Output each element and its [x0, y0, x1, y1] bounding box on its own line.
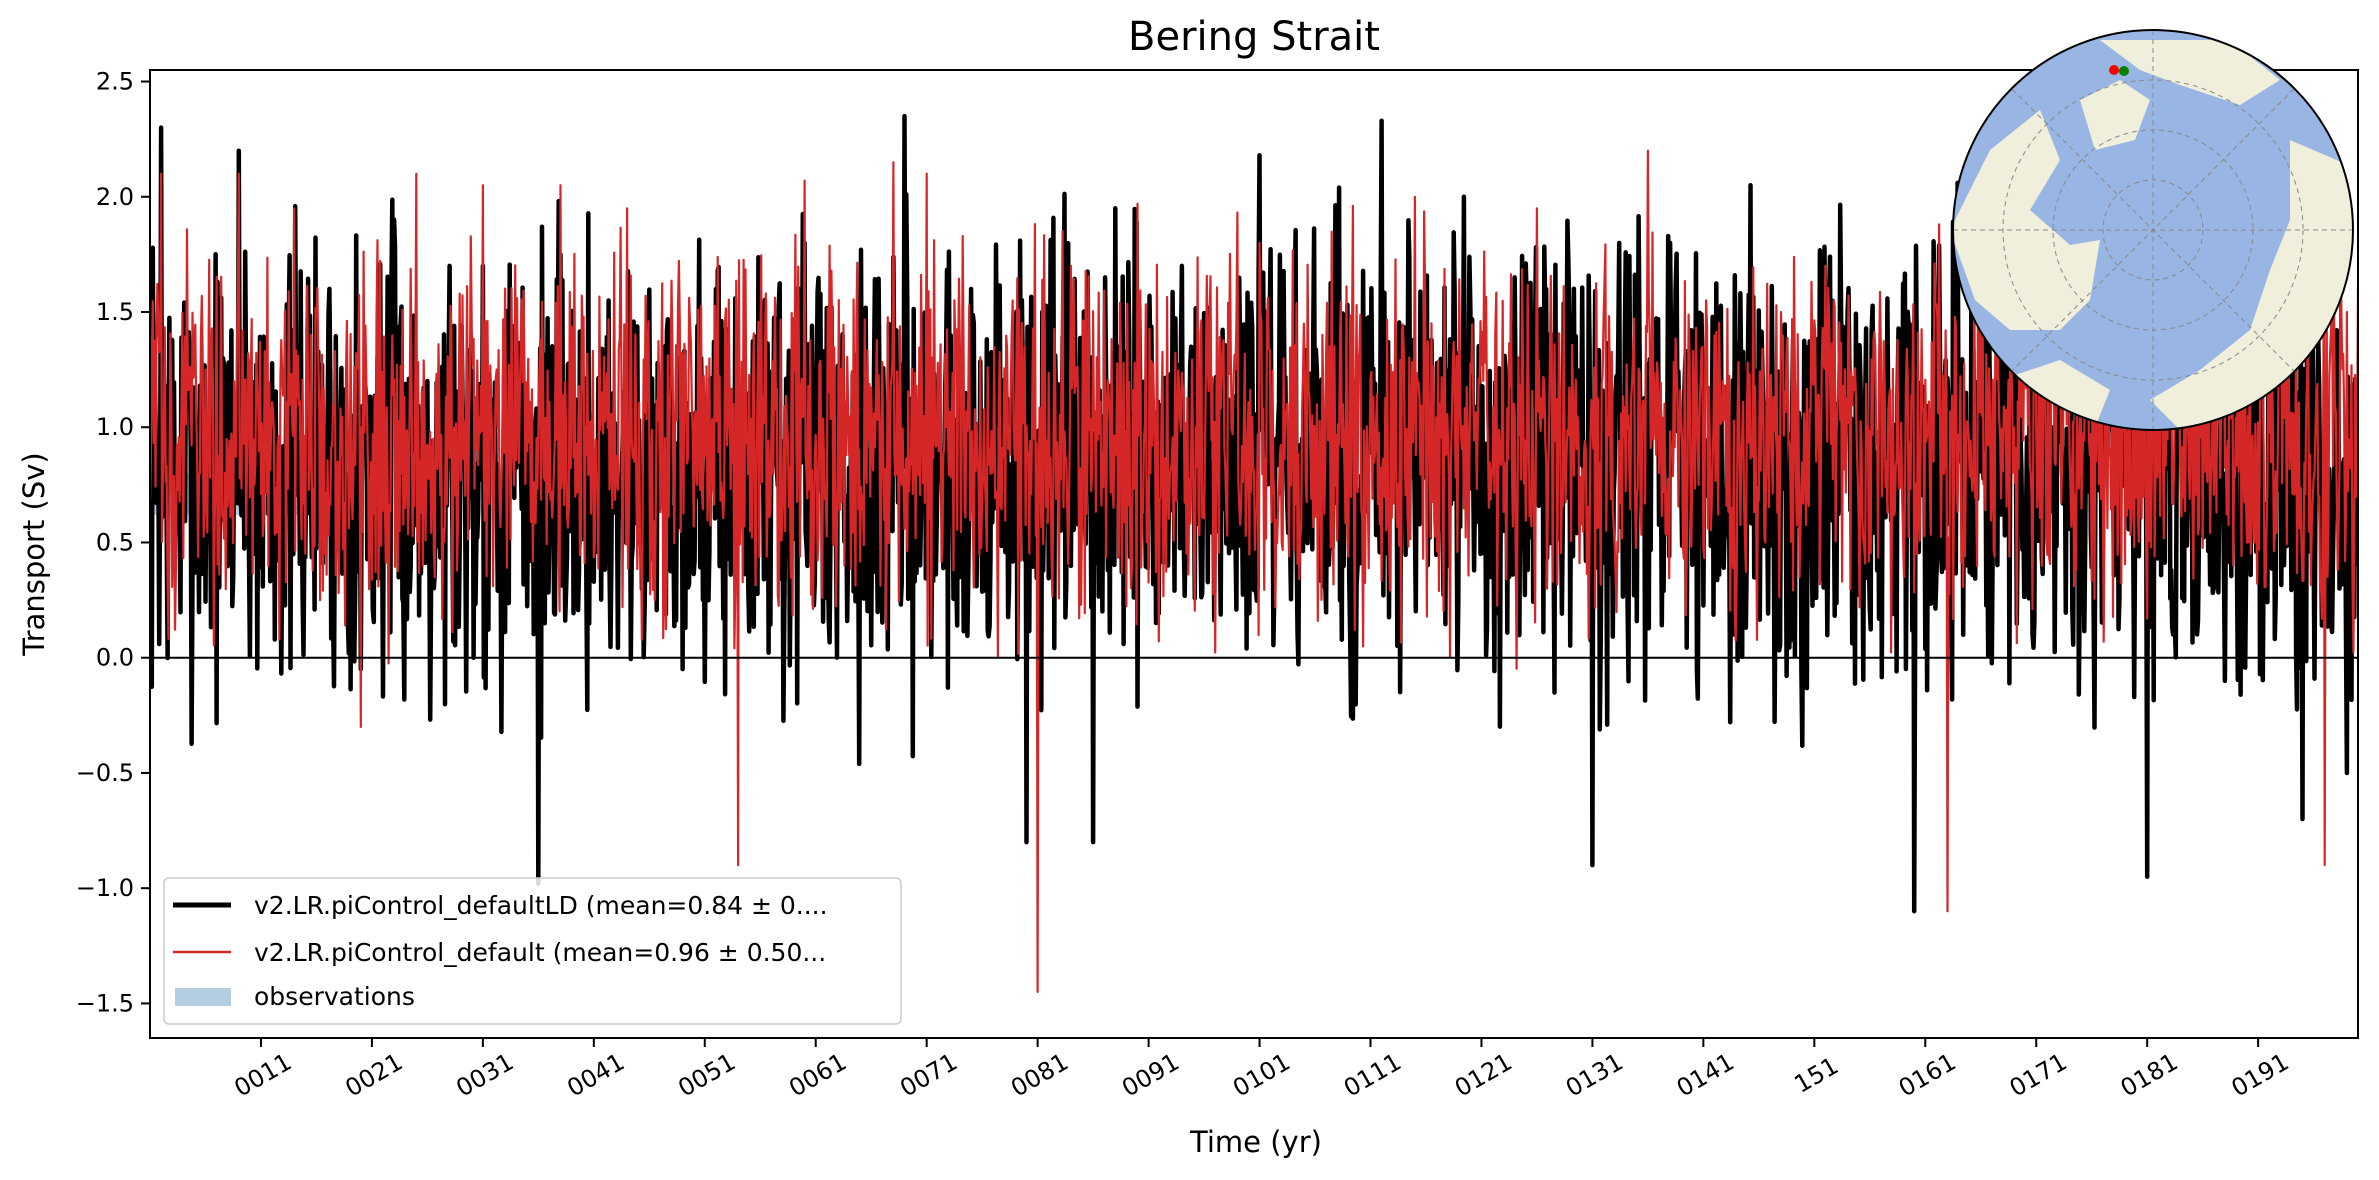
x-tick-label: 0021: [340, 1048, 407, 1103]
x-tick-label: 0091: [1117, 1048, 1184, 1103]
x-axis: 0011 0021 0031 0041 0051 0061 0071 0081 0091 0101…: [230, 1038, 2294, 1102]
map-border: [1952, 29, 2354, 431]
legend-label-defaultLD: v2.LR.piControl_defaultLD (mean=0.84 ± 0…: [254, 891, 828, 920]
map-graticule: [1953, 30, 2353, 430]
legend-box: [163, 877, 902, 1025]
legend-label-default: v2.LR.piControl_default (mean=0.96 ± 0.5…: [254, 938, 826, 967]
section-end-marker: [2119, 66, 2129, 76]
x-tick-label: 0111: [1339, 1048, 1406, 1103]
y-tick-label: −1.5: [76, 989, 134, 1017]
legend-swatch-observations: [175, 988, 231, 1006]
section-start-marker: [2109, 65, 2119, 75]
y-tick-label: −0.5: [76, 759, 134, 787]
series-line-default: [150, 149, 2358, 993]
x-tick-label: 0141: [1672, 1048, 1739, 1103]
x-tick-label: 0161: [1894, 1048, 1961, 1103]
y-tick-label: 2.0: [96, 183, 134, 211]
x-tick-label: 0041: [562, 1048, 629, 1103]
y-tick-label: 2.5: [96, 68, 134, 96]
x-tick-label: 0031: [451, 1048, 518, 1103]
y-axis-label: Transport (Sv): [17, 452, 51, 657]
series-layer: [150, 113, 2358, 993]
x-tick-label: 0061: [784, 1048, 851, 1103]
x-tick-label: 0131: [1561, 1048, 1628, 1103]
y-tick-label: 0.5: [96, 528, 134, 556]
plot-frame: [149, 69, 2359, 1039]
y-tick-label: −1.0: [76, 874, 134, 902]
y-tick-label: 1.5: [96, 298, 134, 326]
legend: v2.LR.piControl_defaultLD (mean=0.84 ± 0…: [163, 877, 902, 1025]
y-tick-label: 0.0: [96, 644, 134, 672]
x-axis-label: Time (yr): [1189, 1125, 1322, 1159]
inset-map: [1952, 29, 2354, 431]
legend-label-observations: observations: [254, 982, 415, 1011]
y-tick-label: 1.0: [96, 413, 134, 441]
y-axis: −1.5 −1.0 −0.5 0.0 0.5 1.0 1.5 2.0 2.5: [76, 68, 150, 1017]
x-tick-label: 0011: [230, 1048, 297, 1103]
x-tick-label: 0101: [1228, 1048, 1295, 1103]
x-tick-label: 0191: [2227, 1048, 2294, 1103]
x-tick-label: 0121: [1450, 1048, 1517, 1103]
x-tick-label: 0051: [673, 1048, 740, 1103]
x-tick-label: 0181: [2116, 1048, 2183, 1103]
x-tick-label: 0071: [895, 1048, 962, 1103]
x-tick-label: 0171: [2005, 1048, 2072, 1103]
chart-title: Bering Strait: [1128, 14, 1380, 60]
x-tick-label: 151: [1789, 1051, 1843, 1098]
x-tick-label: 0081: [1006, 1048, 1073, 1103]
